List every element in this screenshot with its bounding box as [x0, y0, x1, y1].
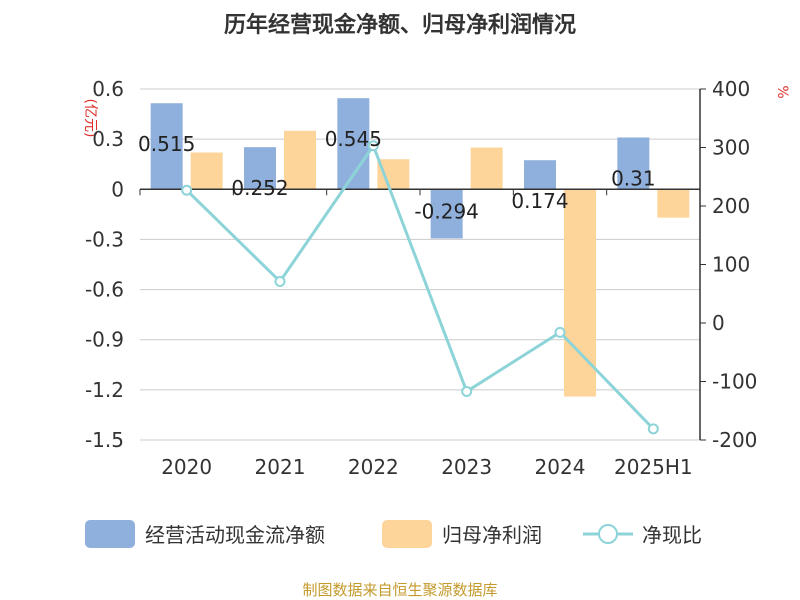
- ratio-point: [274, 275, 286, 287]
- legend-swatch-profit: [382, 520, 432, 548]
- cashflow-bar: [617, 137, 650, 190]
- chart-title: 历年经营现金净额、归母净利润情况: [224, 12, 576, 38]
- cashflow-data-label: 0.545: [325, 127, 382, 151]
- legend: 经营活动现金流净额 归母净利润 净现比: [85, 520, 702, 548]
- cashflow-data-label: 0.31: [611, 166, 656, 190]
- data-source-note: 制图数据来自恒生聚源数据库: [302, 581, 497, 599]
- axes: 0.6 0.3 0 -0.3 -0.6 -0.9 -1.2 -1.5 400 300 200 100 0…: [85, 77, 757, 479]
- x-axis-tick-label: 2020: [161, 455, 212, 479]
- right-axis-tick-label: 200: [712, 194, 750, 218]
- x-axis-tick-label: 2021: [255, 455, 306, 479]
- profit-bar: [377, 159, 410, 190]
- left-axis-tick-label: 0: [111, 177, 124, 201]
- ratio-line: [185, 142, 655, 430]
- left-axis-tick-label: -0.6: [85, 278, 124, 302]
- ratio-point: [554, 326, 566, 338]
- left-axis-unit: (亿元): [82, 99, 98, 138]
- legend-label-cashflow: 经营活动现金流净额: [145, 523, 325, 547]
- cashflow-bar: [244, 147, 276, 190]
- left-axis-tick-label: 0.6: [92, 77, 124, 101]
- profit-bar: [470, 147, 503, 190]
- ratio-point: [181, 184, 193, 196]
- bar-series: [150, 98, 690, 397]
- legend-label-ratio: 净现比: [642, 523, 702, 547]
- right-axis-tick-label: 400: [712, 77, 750, 101]
- data-labels: 0.515 0.252 0.545 -0.294 0.174 0.31: [138, 127, 656, 223]
- right-axis-tick-label: -200: [712, 428, 757, 452]
- x-axis-tick-label: 2022: [348, 455, 399, 479]
- cashflow-bar: [150, 103, 183, 190]
- left-axis-tick-label: 0.3: [92, 127, 124, 151]
- legend-label-profit: 归母净利润: [442, 523, 542, 547]
- legend-marker-ratio: [598, 524, 618, 544]
- ratio-point: [647, 423, 659, 435]
- right-axis-tick-label: 100: [712, 253, 750, 277]
- right-axis-tick-label: -100: [712, 370, 757, 394]
- cashflow-data-label: -0.294: [414, 199, 478, 223]
- right-axis-unit: %: [774, 85, 790, 98]
- left-axis-tick-label: -0.9: [85, 328, 124, 352]
- legend-swatch-cashflow: [85, 520, 135, 548]
- cashflow-data-label: 0.174: [511, 189, 568, 213]
- profit-bar: [657, 189, 690, 218]
- x-axis-tick-label: 2024: [535, 455, 586, 479]
- cashflow-data-label: 0.515: [138, 132, 195, 156]
- ratio-point: [367, 140, 379, 152]
- x-axis-tick-label: 2025H1: [614, 455, 693, 479]
- x-axis-tick-label: 2023: [441, 455, 492, 479]
- right-axis-tick-label: 300: [712, 136, 750, 160]
- ratio-line-series: [181, 140, 659, 435]
- left-axis-tick-label: -1.2: [85, 378, 124, 402]
- right-axis-tick-label: 0: [712, 311, 725, 335]
- profit-bar: [190, 152, 223, 190]
- cashflow-bar: [430, 189, 463, 239]
- cashflow-data-label: 0.252: [231, 176, 288, 200]
- profit-bar: [284, 130, 316, 190]
- cashflow-bar: [524, 160, 556, 190]
- ratio-point: [461, 385, 473, 397]
- left-axis-tick-label: -0.3: [85, 227, 124, 251]
- grid-lines: [140, 88, 700, 441]
- left-axis-tick-label: -1.5: [85, 428, 124, 452]
